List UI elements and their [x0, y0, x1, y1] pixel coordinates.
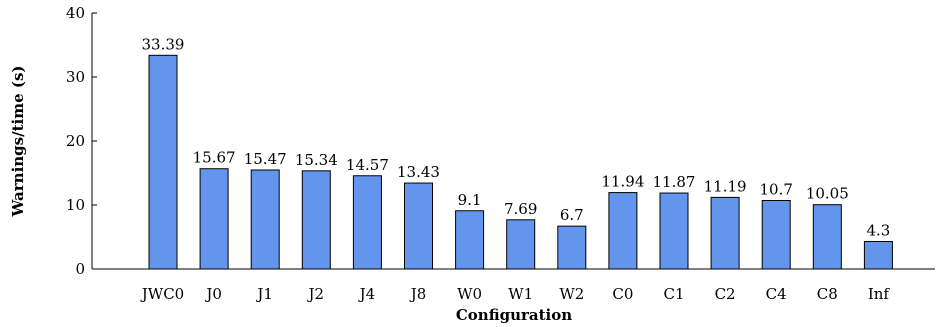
x-tick-label: J1	[255, 285, 273, 303]
bar-w0	[455, 210, 485, 270]
bar-value-label: 10.7	[759, 181, 792, 199]
x-tick-label: W1	[508, 285, 533, 303]
bar-c0	[608, 192, 638, 270]
bar-value-label: 11.19	[704, 177, 747, 195]
bar-j0	[199, 168, 229, 270]
x-tick-label: C4	[766, 285, 787, 303]
bar-c4	[761, 200, 791, 270]
bar-w1	[506, 219, 536, 270]
bar-c2	[710, 196, 740, 270]
x-tick-label: JWC0	[140, 285, 184, 303]
bar-value-label: 6.7	[560, 206, 584, 224]
bar-value-label: 33.39	[142, 35, 185, 53]
bar-inf	[863, 240, 893, 270]
x-tick-label: W0	[457, 285, 482, 303]
x-tick-label: J8	[409, 285, 427, 303]
bar-j4	[352, 175, 382, 270]
bar-value-label: 14.57	[346, 156, 389, 174]
y-tick-label: 30	[66, 68, 85, 86]
bar-value-label: 10.05	[806, 185, 849, 203]
bar-value-label: 4.3	[866, 221, 890, 239]
bar-j2	[301, 170, 331, 270]
bar-value-label: 15.47	[244, 150, 287, 168]
x-tick-label: J2	[307, 285, 325, 303]
bar-value-label: 15.34	[295, 151, 338, 169]
bar-value-label: 13.43	[397, 163, 440, 181]
y-axis-title: Warnings/time (s)	[9, 66, 27, 218]
bar-c8	[812, 204, 842, 270]
bar-value-label: 7.69	[504, 200, 537, 218]
bar-j8	[404, 182, 433, 270]
bars	[148, 54, 893, 270]
x-tick-label: Inf	[868, 285, 891, 303]
bar-value-label: 9.1	[458, 191, 482, 209]
x-tick-label: J4	[358, 285, 376, 303]
x-tick-label: C2	[715, 285, 736, 303]
y-axis: 0 10 20 30 40	[66, 4, 97, 278]
x-tick-label: W2	[559, 285, 584, 303]
x-axis: JWC0 J0 J1 J2 J4 J8 W0 W1 W2 C0 C1 C2 C4 C8 Inf	[92, 264, 935, 303]
x-tick-label: C1	[663, 285, 684, 303]
bar-w2	[557, 225, 587, 270]
bar-value-label: 11.87	[653, 173, 696, 191]
bar-c1	[659, 192, 689, 270]
x-tick-label: C0	[612, 285, 633, 303]
y-tick-label: 40	[66, 4, 85, 22]
x-tick-label: C8	[817, 285, 838, 303]
bar-j1	[250, 169, 280, 270]
bar-jwc0	[148, 54, 178, 270]
bar-value-label: 11.94	[601, 173, 644, 191]
data-labels: 33.39 15.67 15.47 15.34 14.57 13.43 9.1 7.69 6.7…	[142, 35, 891, 239]
bar-value-label: 15.67	[193, 149, 236, 167]
x-axis-title: Configuration	[456, 306, 572, 324]
y-tick-label: 0	[75, 260, 85, 278]
y-tick-label: 10	[66, 196, 85, 214]
y-tick-label: 20	[66, 132, 85, 150]
x-tick-label: J0	[204, 285, 222, 303]
